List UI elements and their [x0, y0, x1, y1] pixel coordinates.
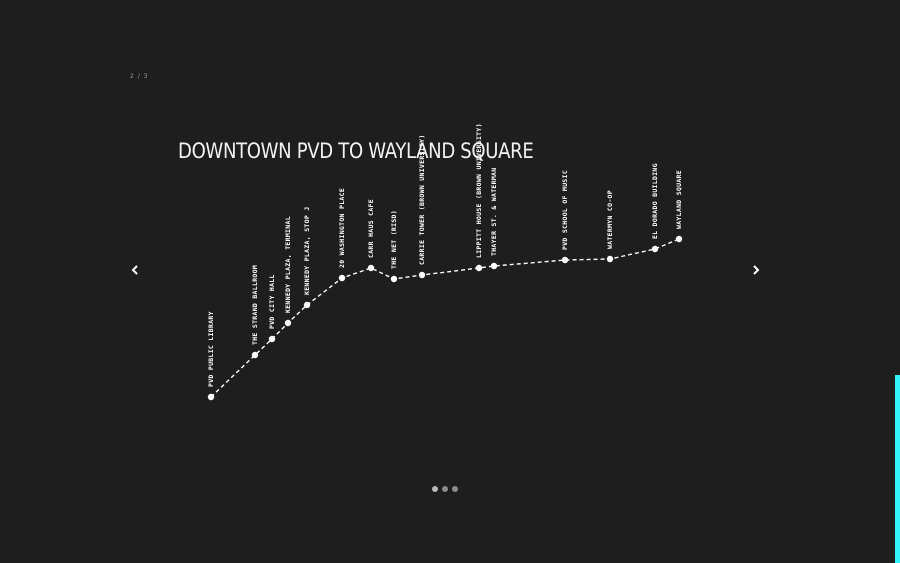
stop-label: CARRIE TOWER (BROWN UNIVERSITY) [418, 134, 426, 265]
stop-label: LIPPITT HOUSE (BROWN UNIVERSITY) [475, 123, 483, 258]
page-title: DOWNTOWN PVD TO WAYLAND SQUARE [178, 139, 534, 163]
previous-slide-button[interactable] [128, 262, 142, 278]
stop-label: PVD CITY HALL [268, 274, 276, 329]
stop-marker [606, 255, 614, 263]
stop-label: KENNEDY PLAZA, TERMINAL [284, 216, 292, 313]
stop-label: KENNEDY PLAZA, STOP J [303, 207, 311, 295]
stop-marker [303, 301, 311, 309]
stop-label: THE STRAND BALLROOM [251, 265, 259, 345]
stop-marker [561, 256, 569, 264]
stop-marker [675, 235, 683, 243]
stop-label: EL DORADO BUILDING [651, 163, 659, 239]
stop-marker [338, 274, 346, 282]
stop-marker [284, 319, 292, 327]
stop-label: PVD PUBLIC LIBRARY [207, 311, 215, 387]
pagination-dot-3[interactable] [452, 486, 458, 492]
stop-label: CARR HAUS CAFE [367, 199, 375, 258]
stop-marker [390, 275, 398, 283]
pagination-dot-2[interactable] [442, 486, 448, 492]
stop-marker [251, 351, 259, 359]
slide-pagination [432, 486, 458, 492]
stop-marker [207, 393, 215, 401]
route-line [210, 238, 680, 398]
scroll-indicator[interactable] [895, 375, 900, 563]
stop-label: THAYER ST. & WATERMAN [490, 168, 498, 256]
stop-label: WAYLAND SQUARE [675, 170, 683, 229]
page-counter: 2 / 3 [130, 73, 149, 80]
pagination-dot-1[interactable] [432, 486, 438, 492]
stop-label: THE NET (RISD) [390, 210, 398, 269]
next-slide-button[interactable] [749, 262, 763, 278]
stop-label: 20 WASHINGTON PLACE [338, 188, 346, 268]
stop-marker [651, 245, 659, 253]
stop-label: WATERMYN CO-OP [606, 190, 614, 249]
route-stops: PVD PUBLIC LIBRARY THE STRAND BALLROOM PVD… [207, 123, 683, 401]
stop-marker [418, 271, 426, 279]
chevron-left-icon [131, 265, 138, 275]
stop-marker [268, 335, 276, 343]
chevron-right-icon [753, 265, 760, 275]
stop-marker [490, 262, 498, 270]
stop-marker [475, 264, 483, 272]
stop-label: PVD SCHOOL OF MUSIC [561, 170, 569, 250]
stop-marker [367, 264, 375, 272]
